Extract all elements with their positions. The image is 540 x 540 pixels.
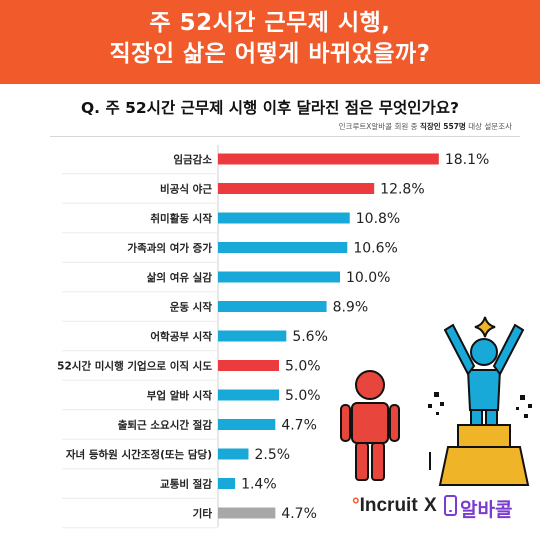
title-line-2: 직장인 삶은 어떻게 바뀌었을까? (109, 41, 431, 67)
value-label: 5.6% (292, 329, 328, 345)
bar (218, 448, 249, 460)
bar (218, 389, 279, 401)
bar (218, 242, 348, 253)
celebrating-person-on-podium-icon (428, 323, 532, 486)
value-label: 5.0% (285, 388, 321, 404)
bar (218, 330, 287, 342)
category-label: 비공식 야근 (160, 183, 212, 196)
person-icon (340, 370, 400, 481)
bar (218, 478, 236, 489)
albacall-logo: 알바콜 (460, 500, 513, 521)
category-label: 운동 시작 (170, 301, 213, 314)
value-label: 5.0% (285, 359, 321, 375)
value-label: 1.4% (241, 477, 277, 493)
bar (218, 271, 340, 283)
divider (50, 136, 520, 137)
bar (218, 183, 375, 194)
value-label: 12.8% (380, 182, 424, 198)
source-suffix: 대상 설문조사 (465, 122, 512, 131)
survey-question: Q. 주 52시간 근무제 시행 이후 달라진 점은 무엇인가요? (81, 99, 459, 117)
confetti (428, 392, 532, 418)
category-label: 삶의 여유 실감 (147, 271, 213, 284)
chart-bars: 임금감소 18.1% 비공식 야근 12.8% 취미활동 시작 10.8% 가족과의 여가 … (57, 152, 489, 522)
sparkle-icon (474, 316, 496, 338)
bar (218, 153, 439, 165)
value-label: 10.0% (346, 270, 390, 286)
value-label: 4.7% (281, 506, 317, 522)
value-label: 2.5% (255, 447, 291, 463)
bar (218, 507, 276, 519)
category-label: 교통비 절감 (160, 478, 212, 491)
category-label: 임금감소 (173, 153, 212, 166)
category-label: 기타 (193, 507, 213, 520)
value-label: 4.7% (281, 418, 317, 434)
category-label: 출퇴근 소요시간 절감 (118, 419, 213, 432)
bar (218, 419, 276, 430)
source-respondents: 직장인 557명 (419, 122, 466, 131)
category-label: 어학공부 시작 (150, 330, 212, 343)
header-banner: 주 52시간 근무제 시행, 직장인 삶은 어떻게 바뀌었을까? (0, 0, 540, 84)
value-label: 8.9% (333, 300, 369, 316)
title-line-1: 주 52시간 근무제 시행, (149, 10, 391, 36)
survey-source: 인크루트X알바콜 회원 중 직장인 557명 대상 설문조사 (339, 121, 512, 132)
category-label: 52시간 미시행 기업으로 이직 시도 (57, 360, 212, 373)
phone-icon (444, 495, 457, 516)
value-label: 10.8% (356, 211, 400, 227)
value-label: 10.6% (353, 241, 397, 257)
bar (218, 360, 279, 371)
logo-separator: X (424, 495, 437, 516)
bar (218, 301, 327, 312)
category-label: 가족과의 여가 증가 (127, 242, 212, 255)
source-prefix: 인크루트X알바콜 회원 중 (338, 122, 420, 131)
bar (218, 212, 350, 224)
brand-logos: °Incruit X 알바콜 (352, 493, 532, 523)
category-label: 취미활동 시작 (150, 212, 212, 225)
incruit-logo: °Incruit (352, 495, 418, 516)
category-label: 자녀 등하원 시간조정(또는 담당) (66, 448, 212, 461)
value-label: 18.1% (445, 152, 489, 168)
category-label: 부업 알바 시작 (147, 389, 213, 402)
